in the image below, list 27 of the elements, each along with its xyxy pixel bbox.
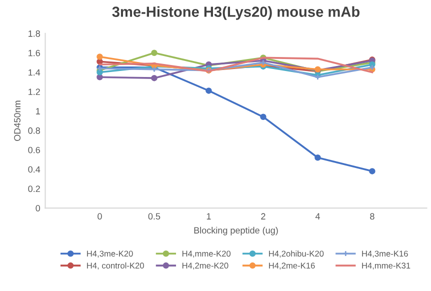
legend-label: H4,mme-K31 bbox=[362, 262, 410, 270]
legend-label: H4,2ohibu-K20 bbox=[269, 250, 324, 258]
x-tick-label: 1 bbox=[206, 213, 211, 220]
y-tick-label: 0.4 bbox=[28, 166, 40, 173]
chart-title: 3me-Histone H3(Lys20) mouse mAb bbox=[112, 6, 360, 20]
y-tick-label: 0.2 bbox=[28, 186, 40, 192]
x-tick-label: 0 bbox=[98, 213, 102, 220]
y-tick-label: 1.2 bbox=[28, 88, 40, 95]
y-tick-label: 0 bbox=[36, 205, 40, 212]
x-tick-label: 8 bbox=[370, 213, 374, 220]
y-tick-label: 1.8 bbox=[28, 30, 40, 37]
y-tick-label: 0.6 bbox=[28, 146, 40, 154]
legend-label: H4,2me-K20 bbox=[182, 262, 228, 270]
x-tick-label: 4 bbox=[315, 213, 320, 220]
legend-label: H4,mme-K20 bbox=[182, 250, 231, 258]
legend-label: H4,3me-K16 bbox=[362, 250, 408, 258]
y-axis-title: OD450nm bbox=[14, 100, 21, 141]
legend-label: H4,3me-K20 bbox=[87, 250, 133, 258]
legend-label: H4,2me-K16 bbox=[269, 262, 315, 270]
y-tick-label: 1 bbox=[36, 108, 40, 114]
x-tick-label: 2 bbox=[261, 213, 266, 220]
y-tick-label: 0.8 bbox=[28, 127, 40, 134]
x-axis-title: Blocking peptide (ug) bbox=[194, 226, 278, 236]
legend-label: H4, control-K20 bbox=[87, 262, 144, 270]
x-tick-label: 0.5 bbox=[148, 213, 160, 220]
y-tick-label: 1.4 bbox=[28, 69, 40, 76]
y-tick-label: 1.6 bbox=[28, 50, 40, 56]
